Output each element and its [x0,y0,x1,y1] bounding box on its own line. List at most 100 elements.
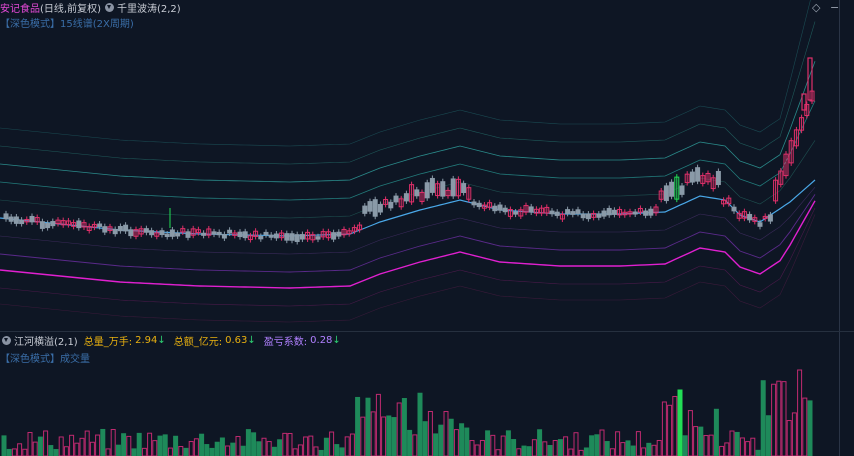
volume-bar [453,429,459,456]
volume-bar [63,446,69,456]
candle-body [149,230,155,236]
volume-bar [568,448,574,456]
candle-body [310,234,316,241]
volume-bar [573,432,579,456]
volume-bar [121,433,127,456]
volume-bar [542,441,548,456]
volume-bar [209,447,215,456]
volume-bar [89,441,95,456]
volume-indicator-name[interactable]: 江河横溢(2,1) [14,336,78,348]
volume-chart[interactable] [0,336,854,456]
candle-body [575,209,581,214]
stock-name[interactable]: 安记食品 [0,3,40,15]
candle-body [216,231,222,236]
candle-body [50,221,56,227]
volume-bar [698,426,704,456]
volume-indicator-dropdown-icon[interactable] [2,335,11,345]
volume-bar [386,415,392,456]
minus-icon[interactable]: − [830,1,840,14]
candle-body [544,206,550,214]
candle-body [669,181,675,197]
candle-body [554,211,560,216]
volume-bar [641,447,647,456]
candle-body [752,217,758,222]
candle-body [471,201,477,206]
candle-body [138,228,144,235]
last-candle [807,57,813,101]
candle-body [29,215,35,223]
candle-body [637,207,643,213]
volume-bar [141,447,147,456]
candle-body [388,201,394,209]
candle-body [419,192,425,202]
candle-body [336,231,342,237]
candle-body [237,231,243,238]
volume-bar [422,421,428,456]
volume-bar [615,431,621,456]
volume-bar [308,435,314,456]
volume-bar [578,449,584,456]
candle-body [606,207,612,216]
volume-bar [84,430,90,456]
volume-bar [110,429,116,456]
volume-bar [708,434,714,456]
candle-body [611,209,617,215]
candle-body [736,212,742,219]
volume-bar [797,369,803,456]
volume-bar [771,383,777,456]
candle-body [559,213,565,220]
volume-bar [115,444,121,456]
candle-body [414,189,420,197]
candle-body [507,209,513,217]
candle-body [258,235,264,240]
volume-bar [511,439,517,456]
volume-bar [781,381,787,456]
amt-down-arrow: ↓ [247,334,256,346]
candle-body [247,235,253,241]
candle-body [76,220,82,229]
band-line-6 [0,187,816,255]
candle-body [481,204,487,209]
volume-bar [37,436,43,456]
candle-body [305,231,311,240]
volume-bar [292,448,298,456]
candle-body [81,222,87,228]
mode-label: 【深色模式】 [0,18,60,30]
candle-body [45,222,51,229]
volume-bar [563,436,569,456]
candle-body [185,231,191,238]
volume-bar [755,449,761,456]
volume-bar [271,446,277,456]
volume-bar [381,416,387,456]
candle-body [367,201,373,212]
volume-bar [791,412,797,456]
candle-body [429,177,435,193]
volume-bar [157,435,163,456]
indicator-dropdown-icon[interactable] [104,2,114,12]
volume-bar [183,447,189,456]
candle-body [13,216,19,224]
candle-body [726,197,732,205]
candle-body [299,234,305,240]
volume-bar [256,441,262,456]
volume-bar [100,428,106,456]
volume-bar [396,402,402,456]
price-chart[interactable] [0,0,854,330]
volume-bar [147,432,153,456]
candle-body [294,234,300,242]
indicator-name[interactable]: 千里波涛(2,2) [116,3,181,15]
candle-body [497,204,503,211]
volume-bar [786,420,792,456]
candle-body [591,213,597,218]
candle-body [133,229,139,237]
candle-body [710,177,716,190]
volume-bar [391,417,397,456]
volume-bar [245,429,251,456]
volume-bar [495,449,501,456]
candle-body [518,209,524,217]
volume-bar [167,447,173,456]
diamond-icon[interactable]: ◇ [812,1,821,14]
candle-body [325,231,331,239]
candle-body [143,228,149,233]
candle-body [658,190,664,200]
